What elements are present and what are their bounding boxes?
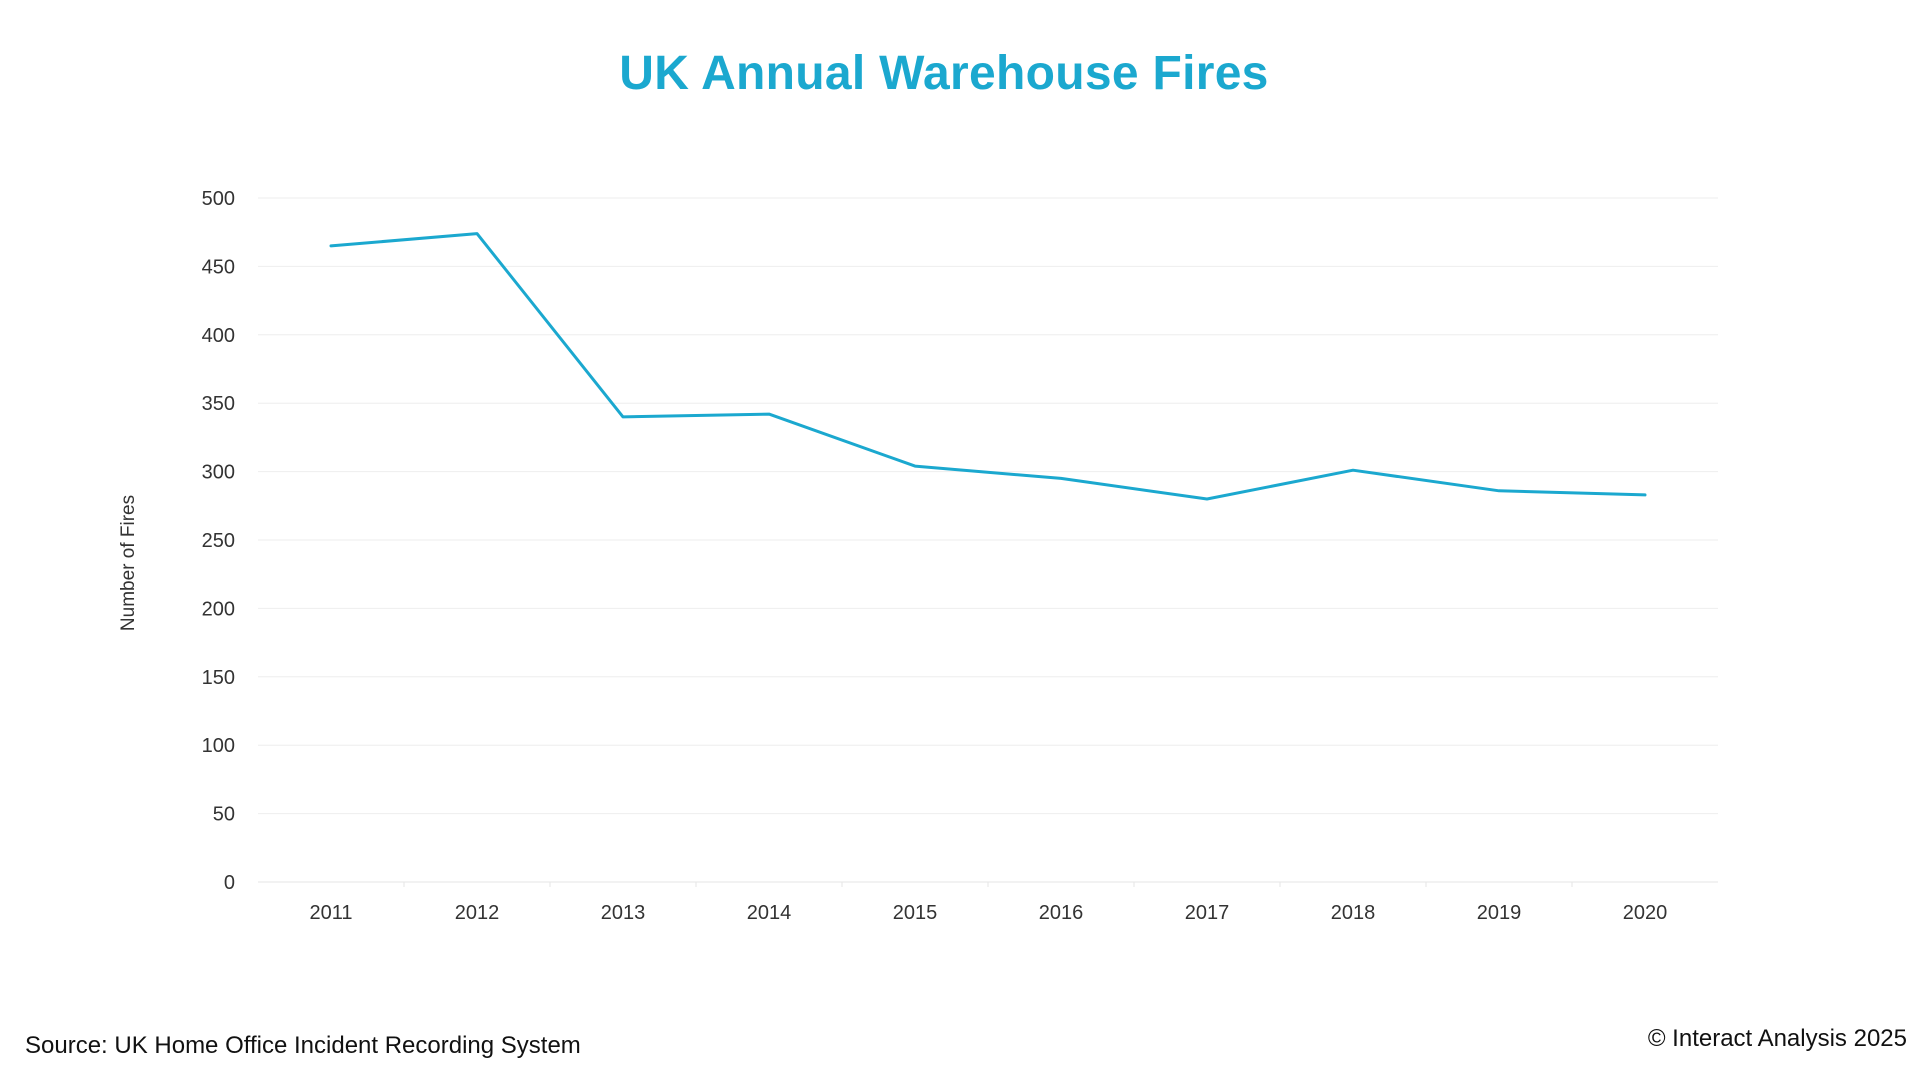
x-tick-label: 2014 — [747, 902, 792, 924]
y-tick-label: 300 — [202, 462, 235, 484]
x-tick-label: 2019 — [1477, 902, 1522, 924]
series-layer — [329, 232, 1647, 501]
y-tick-label: 250 — [202, 530, 235, 552]
data-point — [914, 465, 916, 467]
x-tick-label: 2020 — [1623, 902, 1668, 924]
data-point — [1060, 477, 1062, 479]
x-tick-label: 2015 — [893, 902, 938, 924]
source-note: Source: UK Home Office Incident Recordin… — [25, 1032, 581, 1059]
gridlines — [258, 197, 1718, 815]
data-point — [1352, 469, 1354, 471]
data-point — [1206, 498, 1208, 500]
tick-labels: 0 50 100 150 200 250 300 350 400 450 500 2011 2012 20… — [118, 188, 1667, 924]
y-tick-label: 500 — [202, 188, 235, 210]
chart-title: UK Annual Warehouse Fires — [619, 47, 1269, 100]
y-tick-label: 50 — [213, 804, 235, 826]
y-tick-label: 200 — [202, 598, 235, 620]
y-tick-label: 350 — [202, 393, 235, 415]
x-tick-label: 2017 — [1185, 902, 1230, 924]
data-point — [622, 416, 624, 418]
x-tick-label: 2013 — [601, 902, 646, 924]
data-point — [1644, 494, 1646, 496]
y-tick-label: 450 — [202, 256, 235, 278]
x-tick-label: 2016 — [1039, 902, 1084, 924]
series-line — [329, 232, 1647, 501]
y-tick-label: 100 — [202, 735, 235, 757]
data-point — [768, 413, 770, 415]
x-tick-label: 2011 — [309, 902, 352, 924]
y-axis-title: Number of Fires — [118, 495, 139, 631]
y-tick-label: 400 — [202, 325, 235, 347]
y-tick-label: 150 — [202, 667, 235, 689]
axes — [258, 881, 1718, 887]
data-point — [476, 233, 478, 235]
y-tick-label: 0 — [224, 872, 235, 894]
copyright-note: © Interact Analysis 2025 — [1647, 1025, 1907, 1052]
x-tick-label: 2018 — [1331, 902, 1376, 924]
data-point — [1498, 490, 1500, 492]
x-tick-label: 2012 — [455, 902, 500, 924]
data-point — [330, 245, 332, 247]
